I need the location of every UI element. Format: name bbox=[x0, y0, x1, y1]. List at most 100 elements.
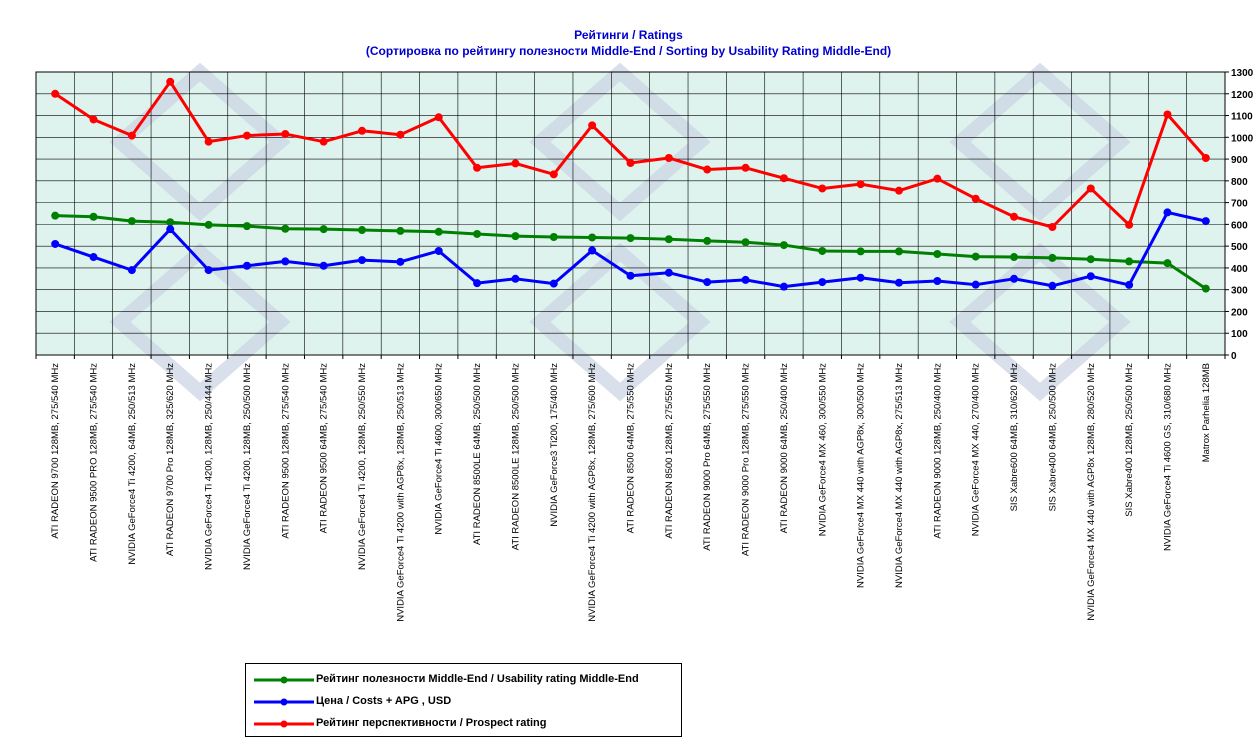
series-point-1 bbox=[626, 271, 635, 280]
series-point-0 bbox=[511, 232, 520, 241]
series-point-0 bbox=[51, 211, 60, 220]
x-tick-label: ATI RADEON 9500 64MB, 275/540 MHz bbox=[319, 363, 330, 534]
series-point-0 bbox=[1163, 259, 1172, 268]
series-point-1 bbox=[894, 278, 903, 287]
series-point-2 bbox=[1048, 222, 1057, 231]
series-point-1 bbox=[434, 246, 443, 255]
x-tick-label: NVIDIA GeForce4 Ti 4200 with AGP8x, 128M… bbox=[587, 363, 598, 622]
series-point-0 bbox=[434, 227, 443, 236]
series-point-0 bbox=[281, 224, 290, 233]
series-point-1 bbox=[1086, 272, 1095, 281]
series-point-2 bbox=[396, 130, 405, 139]
series-point-1 bbox=[588, 246, 597, 255]
series-point-2 bbox=[1125, 220, 1134, 229]
series-point-1 bbox=[779, 282, 788, 291]
series-point-0 bbox=[818, 246, 827, 255]
series-point-2 bbox=[511, 159, 520, 168]
series-point-0 bbox=[1201, 284, 1210, 293]
series-point-2 bbox=[1163, 110, 1172, 119]
y-tick-label: 300 bbox=[1231, 286, 1248, 297]
series-point-2 bbox=[204, 137, 213, 146]
series-point-0 bbox=[396, 226, 405, 235]
series-point-0 bbox=[741, 238, 750, 247]
series-point-1 bbox=[319, 261, 328, 270]
series-point-1 bbox=[1163, 208, 1172, 217]
x-tick-label: NVIDIA GeForce4 Ti 4600, 300/650 MHz bbox=[434, 363, 445, 535]
series-point-2 bbox=[779, 174, 788, 183]
series-point-0 bbox=[894, 247, 903, 256]
x-tick-label: NVIDIA GeForce4 MX 440 with AGP8x, 275/5… bbox=[894, 363, 905, 588]
x-tick-label: ATI RADEON 8500LE 64MB, 250/500 MHz bbox=[472, 363, 483, 545]
series-point-1 bbox=[1010, 274, 1019, 283]
series-point-0 bbox=[166, 218, 175, 227]
x-tick-label: ATI RADEON 9700 Pro 128MB, 325/620 MHz bbox=[165, 363, 176, 556]
y-tick-label: 900 bbox=[1231, 155, 1248, 166]
series-point-0 bbox=[626, 234, 635, 243]
x-tick-label: ATI RADEON 9000 Pro 64MB, 275/550 MHz bbox=[702, 363, 713, 551]
series-point-1 bbox=[1125, 280, 1134, 289]
series-point-1 bbox=[664, 268, 673, 277]
x-tick-label: ATI RADEON 9000 128MB, 250/400 MHz bbox=[932, 363, 943, 539]
x-tick-label: NVIDIA GeForce4 MX 440 with AGP8x, 300/5… bbox=[856, 363, 867, 588]
y-tick-label: 800 bbox=[1231, 177, 1248, 188]
series-point-1 bbox=[933, 276, 942, 285]
plot-border bbox=[35, 71, 1226, 356]
x-tick-label: SIS Xabre400 128MB, 250/500 MHz bbox=[1124, 363, 1135, 517]
series-point-0 bbox=[1086, 255, 1095, 264]
x-tick-label: ATI RADEON 8500LE 128MB, 250/500 MHz bbox=[510, 363, 521, 551]
legend-item-usability: Рейтинг полезности Middle-End / Usabilit… bbox=[246, 670, 681, 690]
watermark-shape bbox=[529, 62, 711, 222]
x-tick-label: NVIDIA GeForce4 Ti 4600 GS, 310/680 MHz bbox=[1162, 363, 1173, 551]
x-tick-label: ATI RADEON 9000 Pro 128MB, 275/550 MHz bbox=[741, 363, 752, 556]
series-point-2 bbox=[434, 113, 443, 122]
series-point-0 bbox=[473, 229, 482, 238]
series-point-0 bbox=[588, 233, 597, 242]
series-point-2 bbox=[1010, 212, 1019, 221]
series-point-2 bbox=[166, 77, 175, 86]
series-point-1 bbox=[511, 274, 520, 283]
series-point-1 bbox=[127, 266, 136, 275]
series-point-1 bbox=[549, 279, 558, 288]
x-tick-label: NVIDIA GeForce3 Ti200, 175/400 MHz bbox=[549, 363, 560, 527]
series-point-1 bbox=[242, 261, 251, 270]
series-point-0 bbox=[89, 212, 98, 221]
series-point-0 bbox=[242, 222, 251, 231]
x-tick-label: NVIDIA GeForce4 Ti 4200, 64MB, 250/513 M… bbox=[127, 363, 138, 565]
series-point-1 bbox=[703, 278, 712, 287]
series-point-1 bbox=[166, 225, 175, 234]
series-point-0 bbox=[127, 217, 136, 226]
series-point-1 bbox=[396, 257, 405, 266]
x-tick-label: ATI RADEON 8500 64MB, 275/550 MHz bbox=[626, 363, 637, 534]
legend-label-costs: Цена / Costs + APG , USD bbox=[316, 695, 452, 707]
x-tick-label: SIS Xabre400 64MB, 250/500 MHz bbox=[1047, 363, 1058, 512]
series-point-0 bbox=[319, 225, 328, 234]
x-tick-label: NVIDIA GeForce4 MX 440, 270/400 MHz bbox=[971, 363, 982, 536]
series-point-2 bbox=[1201, 153, 1210, 162]
series-point-1 bbox=[358, 256, 367, 265]
x-tick-label: ATI RADEON 8500 128MB, 275/550 MHz bbox=[664, 363, 675, 539]
series-point-2 bbox=[281, 130, 290, 139]
x-tick-label: SIS Xabre600 64MB, 310/620 MHz bbox=[1009, 363, 1020, 512]
legend-label-usability: Рейтинг полезности Middle-End / Usabilit… bbox=[316, 673, 639, 685]
y-tick-label: 0 bbox=[1231, 351, 1237, 362]
series-point-2 bbox=[51, 89, 60, 98]
y-tick-label: 1200 bbox=[1231, 90, 1254, 101]
watermark-pattern bbox=[109, 62, 1131, 402]
series-point-2 bbox=[664, 153, 673, 162]
series-point-1 bbox=[741, 275, 750, 284]
series-point-0 bbox=[971, 252, 980, 261]
series-point-2 bbox=[127, 131, 136, 140]
series-point-2 bbox=[89, 115, 98, 124]
series-point-2 bbox=[856, 180, 865, 189]
series-point-2 bbox=[626, 158, 635, 167]
series-point-1 bbox=[51, 239, 60, 248]
chart-legend: Рейтинг полезности Middle-End / Usabilit… bbox=[245, 663, 682, 737]
x-tick-label: ATI RADEON 9500 128MB, 275/540 MHz bbox=[280, 363, 291, 539]
legend-item-costs: Цена / Costs + APG , USD bbox=[246, 692, 681, 712]
series-point-2 bbox=[894, 186, 903, 195]
series-point-2 bbox=[971, 194, 980, 203]
series-point-0 bbox=[856, 247, 865, 256]
series-point-0 bbox=[779, 241, 788, 250]
series-point-0 bbox=[204, 220, 213, 229]
watermark-shape bbox=[109, 62, 291, 222]
